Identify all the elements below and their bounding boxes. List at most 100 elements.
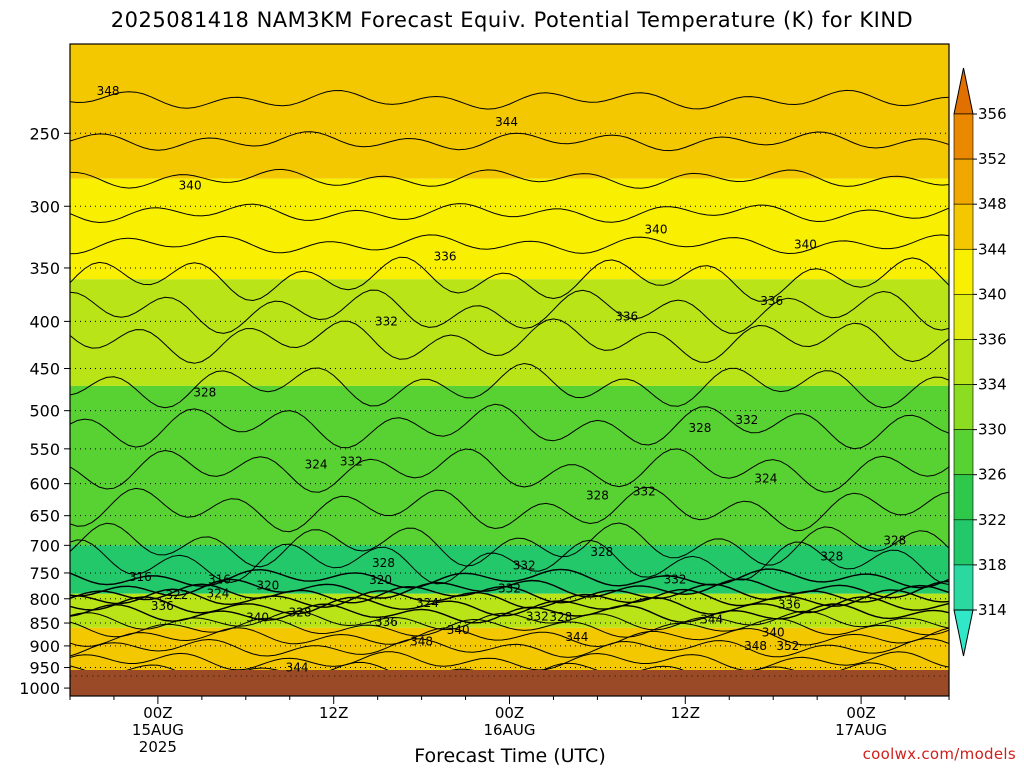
contour-line-16 — [70, 583, 949, 604]
colorbar-box-1 — [953, 158, 974, 205]
y-tick-label-700: 700 — [29, 536, 60, 555]
contour-label-26: 332 — [498, 582, 521, 596]
y-axis: 250 300 350 400 450 500 550 600 650 700 750 800 850 9… — [19, 124, 70, 698]
colorbar-label-334: 334 — [978, 376, 1007, 394]
colorbar-box-0 — [953, 113, 974, 160]
colorbar-box-3 — [953, 248, 974, 295]
contour-label-21: 328 — [590, 545, 613, 559]
contour-line-6 — [70, 289, 949, 334]
contour-label-28: 324 — [207, 587, 230, 601]
x-tick-label-3-0: 12Z — [671, 704, 700, 722]
contour-line-5 — [70, 256, 949, 302]
x-tick-label-0-2: 2025 — [139, 738, 177, 756]
colorbar-box-6 — [953, 384, 974, 430]
y-tick-label-950: 950 — [29, 659, 60, 678]
contour-label-19: 328 — [372, 556, 395, 570]
contour-line-7 — [70, 318, 949, 364]
contour-label-41: 344 — [565, 630, 588, 644]
contour-label-8: 332 — [375, 314, 398, 328]
colorbar-label-352: 352 — [978, 150, 1007, 168]
contour-line-10 — [70, 448, 949, 493]
contour-label-1: 344 — [495, 115, 518, 129]
x-tick-label-2-1: 16AUG — [484, 721, 536, 739]
contour-line-17 — [70, 588, 949, 609]
contour-label-43: 348 — [744, 639, 767, 653]
contour-line-22 — [70, 627, 949, 648]
contour-label-30: 336 — [151, 599, 174, 613]
y-tick-label-400: 400 — [29, 312, 60, 331]
theta-e-layer-0 — [70, 44, 949, 179]
colorbar-label-322: 322 — [978, 511, 1007, 529]
y-tick-label-1000: 1000 — [19, 679, 60, 698]
x-tick-label-0-0: 00Z — [143, 704, 172, 722]
contour-line-8 — [70, 362, 949, 409]
x-tick-label-2-0: 00Z — [495, 704, 524, 722]
colorbar-top-arrow — [953, 67, 974, 115]
contour-label-22: 316 — [129, 570, 152, 584]
y-tick-label-550: 550 — [29, 440, 60, 459]
contour-label-14: 324 — [754, 471, 777, 485]
contour-line-4 — [70, 234, 949, 255]
contour-label-44: 352 — [776, 639, 799, 653]
colorbar-label-340: 340 — [978, 285, 1007, 303]
contour-label-23: 316 — [208, 572, 231, 586]
contour-label-33: 340 — [246, 610, 269, 624]
contour-label-12: 324 — [305, 458, 328, 472]
contour-label-13: 332 — [340, 455, 363, 469]
contour-label-16: 332 — [633, 485, 656, 499]
contour-label-10: 332 — [735, 413, 758, 427]
y-tick-label-800: 800 — [29, 590, 60, 609]
contour-label-42: 348 — [410, 634, 433, 648]
contour-label-38: 340 — [447, 623, 470, 637]
contour-label-45: 344 — [286, 661, 309, 675]
contour-label-15: 328 — [586, 488, 609, 502]
contour-line-24 — [70, 651, 949, 671]
y-tick-label-650: 650 — [29, 507, 60, 526]
contour-label-7: 336 — [615, 309, 638, 323]
theta-e-layer-1 — [70, 178, 949, 280]
contour-label-4: 340 — [794, 237, 817, 251]
contour-line-11 — [70, 486, 949, 533]
colorbar-box-5 — [953, 339, 974, 385]
contour-label-34: 328 — [289, 606, 312, 620]
colorbar-label-330: 330 — [978, 421, 1007, 439]
contour-label-25: 320 — [369, 573, 392, 587]
contour-label-35: 332 — [526, 609, 549, 623]
contour-line-13 — [70, 539, 949, 585]
colorbar-box-8 — [953, 474, 974, 521]
credit-link[interactable]: coolwx.com/models — [862, 745, 1016, 763]
x-axis-label: Forecast Time (UTC) — [414, 745, 606, 767]
x-tick-label-1-0: 12Z — [319, 704, 348, 722]
colorbar-bottom-arrow — [953, 609, 974, 657]
contour-label-36: 328 — [549, 610, 572, 624]
contour-label-9: 328 — [193, 386, 216, 400]
contour-label-37: 336 — [375, 615, 398, 629]
y-tick-label-600: 600 — [29, 475, 60, 494]
y-tick-label-250: 250 — [29, 124, 60, 143]
x-tick-label-0-1: 15AUG — [132, 721, 184, 739]
colorbar-box-4 — [953, 294, 974, 340]
contour-label-39: 344 — [700, 612, 723, 626]
colorbar: 314 318 322 326 330 334 336 340 344 348 352 356 — [953, 67, 1007, 657]
contour-label-3: 340 — [645, 223, 668, 237]
chart-title: 2025081418 NAM3KM Forecast Equiv. Potent… — [110, 8, 914, 32]
contour-label-17: 328 — [820, 550, 843, 564]
colorbar-label-318: 318 — [978, 556, 1007, 574]
contour-lines — [70, 89, 949, 682]
colorbar-label-336: 336 — [978, 330, 1007, 348]
y-tick-label-350: 350 — [29, 259, 60, 278]
y-tick-label-850: 850 — [29, 614, 60, 633]
contour-label-27: 322 — [165, 588, 188, 602]
contour-label-31: 332 — [664, 572, 687, 586]
contour-line-23 — [70, 637, 949, 658]
y-tick-label-900: 900 — [29, 637, 60, 656]
contour-label-11: 328 — [688, 421, 711, 435]
colorbar-box-2 — [953, 203, 974, 250]
contour-line-2 — [70, 168, 949, 189]
contour-label-5: 336 — [434, 249, 457, 263]
contour-line-1 — [70, 131, 949, 152]
x-tick-label-4-1: 17AUG — [835, 721, 887, 739]
